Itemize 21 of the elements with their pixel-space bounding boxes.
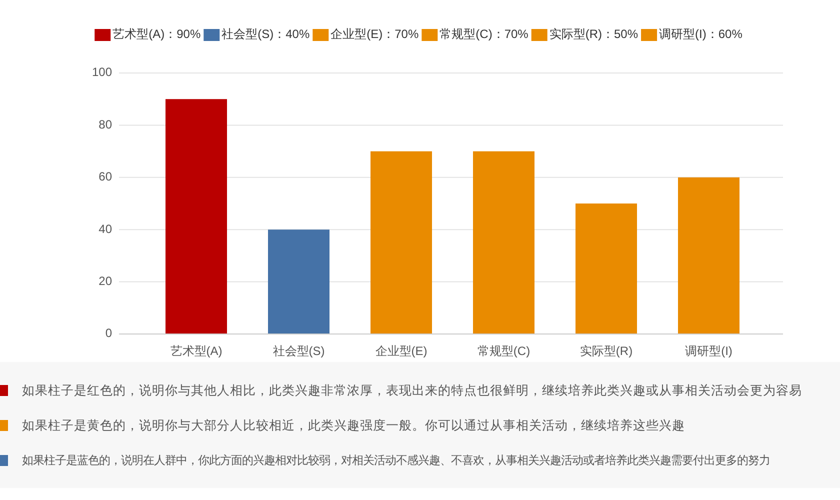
y-tick-label: 40: [98, 222, 112, 236]
x-tick-label: 艺术型(A): [170, 344, 222, 358]
y-tick-label: 60: [98, 170, 112, 184]
legend-label: 调研型(I)：60%: [659, 27, 743, 42]
y-tick-label: 100: [92, 65, 112, 80]
text: 如果柱子是黄色的，说明你与大部分人比较相近，此类兴趣强度一般。你可以通过从事相关活动，继续培养这些兴趣: [22, 417, 685, 432]
x-tick-label: 常规型(C): [477, 344, 530, 358]
y-tick-label: 80: [98, 117, 112, 132]
x-tick-label: 实际型(R): [580, 344, 633, 358]
x-tick-label: 调研型(I): [685, 344, 732, 358]
x-tick-label: 企业型(E): [375, 344, 428, 358]
legend-label: 艺术型(A)：90%: [112, 27, 201, 42]
y-tick-label: 20: [98, 274, 112, 288]
y-tick-label: 0: [105, 326, 112, 340]
legend-label: 实际型(R)：50%: [549, 27, 638, 42]
legend-label: 社会型(S)：40%: [222, 27, 310, 42]
legend-label: 企业型(E)：70%: [330, 27, 419, 42]
x-tick-label: 社会型(S): [272, 344, 325, 358]
legend-label: 常规型(C)：70%: [440, 27, 529, 42]
text: 如果柱子是红色的，说明你与其他人相比，此类兴趣非常浓厚，表现出来的特点也很鲜明，继续培养此类兴趣或从事相关活动会更为容易: [22, 382, 802, 398]
text: 如果柱子是蓝色的，说明在人群中，你此方面的兴趣相对比较弱，对相关活动不感兴趣、不喜欢，从事相关兴趣活动或者培养此类兴趣需要付出更多的努力: [22, 454, 770, 468]
